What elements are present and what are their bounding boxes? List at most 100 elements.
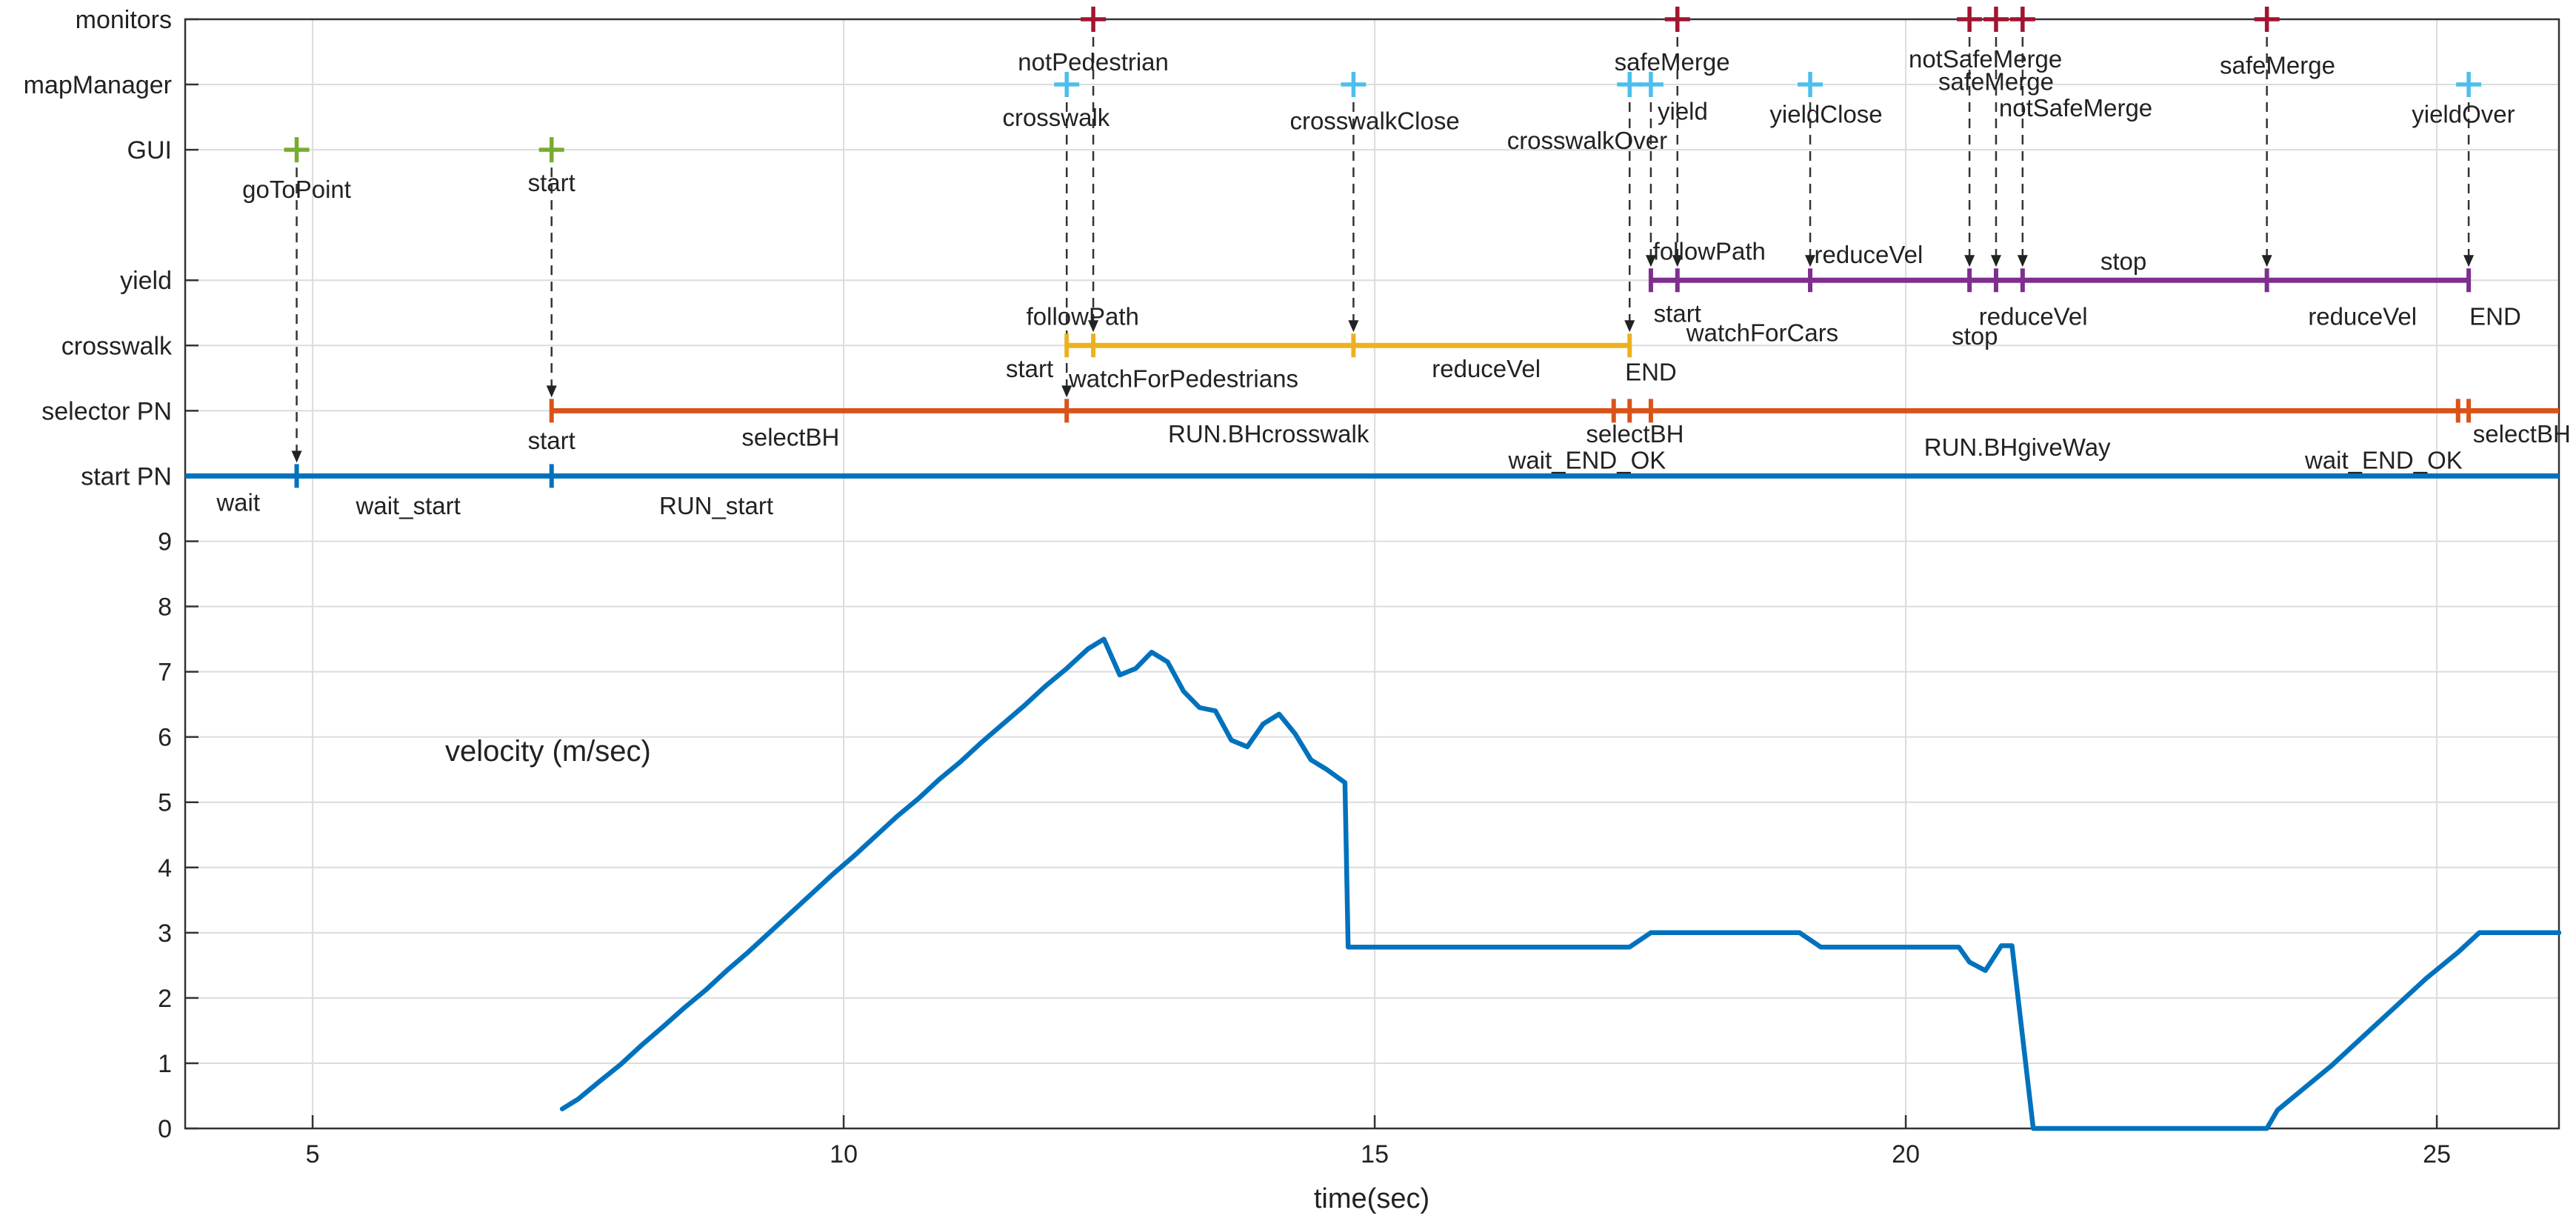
x-tick-label: 10 (830, 1140, 858, 1168)
x-tick-label: 5 (306, 1140, 320, 1168)
event-marker-monitors (1983, 7, 2009, 32)
y-tick-label: 5 (158, 789, 172, 817)
x-tick-label: 15 (1361, 1140, 1389, 1168)
event-label-reducevel: reduceVel (2308, 303, 2417, 330)
event-marker-monitors (1081, 7, 1107, 32)
event-label-crosswalkclose: crosswalkClose (1289, 107, 1459, 134)
event-label-run-bhcrosswalk: RUN.BHcrosswalk (1168, 420, 1369, 448)
plot-frame (184, 18, 2560, 1130)
y-tick-label: 0 (158, 1115, 172, 1143)
event-label-yieldover: yieldOver (2412, 101, 2515, 128)
event-label-selectbh: selectBH (2473, 420, 2571, 448)
event-label-selectbh: selectBH (741, 424, 839, 451)
event-label-followpath: followPath (1027, 303, 1139, 330)
event-arrow-head (1061, 385, 1072, 398)
event-label-start: start (528, 427, 575, 454)
row-label-yield: yield (120, 267, 172, 295)
event-arrow-head (1348, 320, 1359, 333)
event-marker-monitors (2009, 7, 2035, 32)
event-marker-monitors (1664, 7, 1690, 32)
event-label-safemerge: safeMerge (1615, 48, 1730, 76)
y-tick-label: 3 (158, 920, 172, 948)
row-label-monitors: monitors (76, 6, 172, 34)
event-label-selectbh: selectBH (1586, 420, 1684, 448)
event-label-stop: stop (1952, 322, 1998, 350)
event-marker-monitors (2254, 7, 2280, 32)
arrow-layer (291, 37, 2475, 463)
event-arrow-head (1990, 255, 2001, 267)
event-label-end: END (1625, 359, 1677, 386)
event-label-wait-start: wait_start (356, 492, 461, 519)
event-label-layer: goToPoint start notPedestrian crosswalk cros… (216, 45, 2570, 519)
event-label-crosswalkover: crosswalkOver (1507, 127, 1667, 154)
event-label-notpedestrian: notPedestrian (1018, 48, 1169, 76)
event-marker-monitors (1957, 7, 1983, 32)
y-tick-label: 8 (158, 593, 172, 622)
event-arrow-head (2017, 255, 2028, 267)
event-arrow-head (546, 385, 557, 398)
event-marker-mapmanager (1638, 72, 1664, 98)
y-tick-label: 6 (158, 724, 172, 752)
event-label-reducevel: reduceVel (1815, 241, 1923, 268)
event-label-wait-end-ok: wait_END_OK (1508, 446, 1666, 473)
event-label-watchforpedestrians: watchForPedestrians (1068, 365, 1298, 392)
x-axis-label: time(sec) (1314, 1183, 1429, 1214)
y-tick-label: 2 (158, 985, 172, 1013)
event-label-safemerge: safeMerge (1938, 68, 2054, 96)
x-tick-label: 20 (1892, 1140, 1920, 1168)
event-marker-mapmanager (1617, 72, 1643, 98)
row-label-selector-pn: selector PN (41, 397, 172, 425)
y-tick-label: 9 (158, 528, 172, 556)
event-marker-layer (284, 7, 2482, 163)
event-label-notsafemerge: notSafeMerge (1999, 94, 2152, 122)
row-label-start-pn: start PN (81, 462, 172, 491)
event-label-safemerge: safeMerge (2220, 52, 2335, 79)
event-label-wait-end-ok: wait_END_OK (2304, 446, 2463, 473)
event-label-crosswalk: crosswalk (1002, 104, 1110, 131)
row-label-crosswalk: crosswalk (61, 332, 173, 360)
event-arrow-head (1088, 320, 1099, 333)
event-label-yield: yield (1658, 97, 1708, 124)
velocity-annotation: velocity (m/sec) (445, 735, 651, 768)
event-label-notsafemerge: notSafeMerge (1909, 45, 2062, 73)
event-label-run-start: RUN_start (659, 492, 773, 519)
event-arrow-head (1645, 255, 1656, 267)
series-line-velocity (559, 636, 2562, 1131)
event-label-reducevel: reduceVel (1432, 355, 1541, 382)
event-label-yieldclose: yieldClose (1769, 101, 1882, 128)
event-marker-gui (284, 137, 310, 163)
series-layer (559, 636, 2562, 1131)
event-label-start: start (1006, 355, 1053, 382)
event-label-run-bhgiveway: RUN.BHgiveWay (1924, 433, 2111, 461)
state-line-layer (185, 268, 2559, 488)
event-label-start: start (528, 169, 575, 196)
event-label-gotopoint: goToPoint (242, 176, 351, 203)
y-tick-label: 4 (158, 854, 172, 882)
event-arrow-head (2463, 255, 2475, 267)
row-label-mapmanager: mapManager (24, 71, 172, 99)
event-marker-mapmanager (1054, 72, 1080, 98)
event-arrow-head (2261, 255, 2272, 267)
event-arrow-head (1624, 320, 1635, 333)
event-label-end: END (2469, 303, 2521, 330)
event-arrow-head (1964, 255, 1975, 267)
event-label-wait: wait (216, 489, 260, 516)
row-label-gui: GUI (127, 136, 172, 164)
event-label-reducevel: reduceVel (1979, 303, 2088, 330)
event-arrow-head (1805, 255, 1816, 267)
event-label-start: start (1654, 299, 1701, 327)
event-arrow-head (291, 450, 302, 463)
y-tick-label: 7 (158, 659, 172, 687)
event-marker-mapmanager (2456, 72, 2482, 98)
event-arrow-head (1672, 255, 1683, 267)
event-marker-mapmanager (1798, 72, 1823, 98)
event-marker-gui (538, 137, 564, 163)
event-label-followpath: followPath (1653, 238, 1766, 265)
event-marker-mapmanager (1341, 72, 1367, 98)
event-label-stop: stop (2100, 247, 2146, 275)
y-tick-label: 1 (158, 1050, 172, 1078)
row-label-layer: monitors mapManager GUI yield crosswalk selec… (24, 6, 173, 491)
event-label-watchforcars: watchForCars (1686, 319, 1838, 347)
tick-layer: 5 10 15 20 25 0 1 2 3 4 5 6 7 8 9 (158, 18, 2451, 1168)
